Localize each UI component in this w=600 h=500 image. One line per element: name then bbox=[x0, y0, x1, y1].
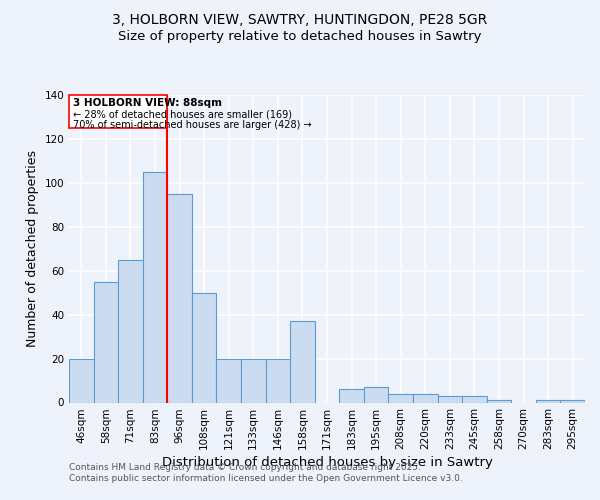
Bar bbox=[118, 260, 143, 402]
Bar bbox=[266, 358, 290, 403]
Text: 70% of semi-detached houses are larger (428) →: 70% of semi-detached houses are larger (… bbox=[73, 120, 311, 130]
Bar bbox=[536, 400, 560, 402]
X-axis label: Distribution of detached houses by size in Sawtry: Distribution of detached houses by size … bbox=[161, 456, 493, 469]
Bar bbox=[462, 396, 487, 402]
Bar bbox=[487, 400, 511, 402]
Text: 3 HOLBORN VIEW: 88sqm: 3 HOLBORN VIEW: 88sqm bbox=[73, 98, 221, 108]
Bar bbox=[413, 394, 437, 402]
Bar bbox=[290, 321, 315, 402]
Text: Size of property relative to detached houses in Sawtry: Size of property relative to detached ho… bbox=[118, 30, 482, 43]
Bar bbox=[339, 390, 364, 402]
Bar bbox=[192, 292, 217, 403]
Text: Contains HM Land Registry data © Crown copyright and database right 2025.: Contains HM Land Registry data © Crown c… bbox=[69, 462, 421, 471]
Bar bbox=[388, 394, 413, 402]
Text: Contains public sector information licensed under the Open Government Licence v3: Contains public sector information licen… bbox=[69, 474, 463, 483]
Bar bbox=[69, 358, 94, 403]
Bar bbox=[364, 387, 388, 402]
Bar bbox=[560, 400, 585, 402]
Bar bbox=[437, 396, 462, 402]
Bar bbox=[94, 282, 118, 403]
Y-axis label: Number of detached properties: Number of detached properties bbox=[26, 150, 39, 347]
Bar bbox=[167, 194, 192, 402]
Text: ← 28% of detached houses are smaller (169): ← 28% of detached houses are smaller (16… bbox=[73, 110, 292, 120]
Bar bbox=[143, 172, 167, 402]
Bar bbox=[217, 358, 241, 403]
Bar bbox=[241, 358, 266, 403]
FancyBboxPatch shape bbox=[69, 95, 167, 128]
Text: 3, HOLBORN VIEW, SAWTRY, HUNTINGDON, PE28 5GR: 3, HOLBORN VIEW, SAWTRY, HUNTINGDON, PE2… bbox=[112, 12, 488, 26]
